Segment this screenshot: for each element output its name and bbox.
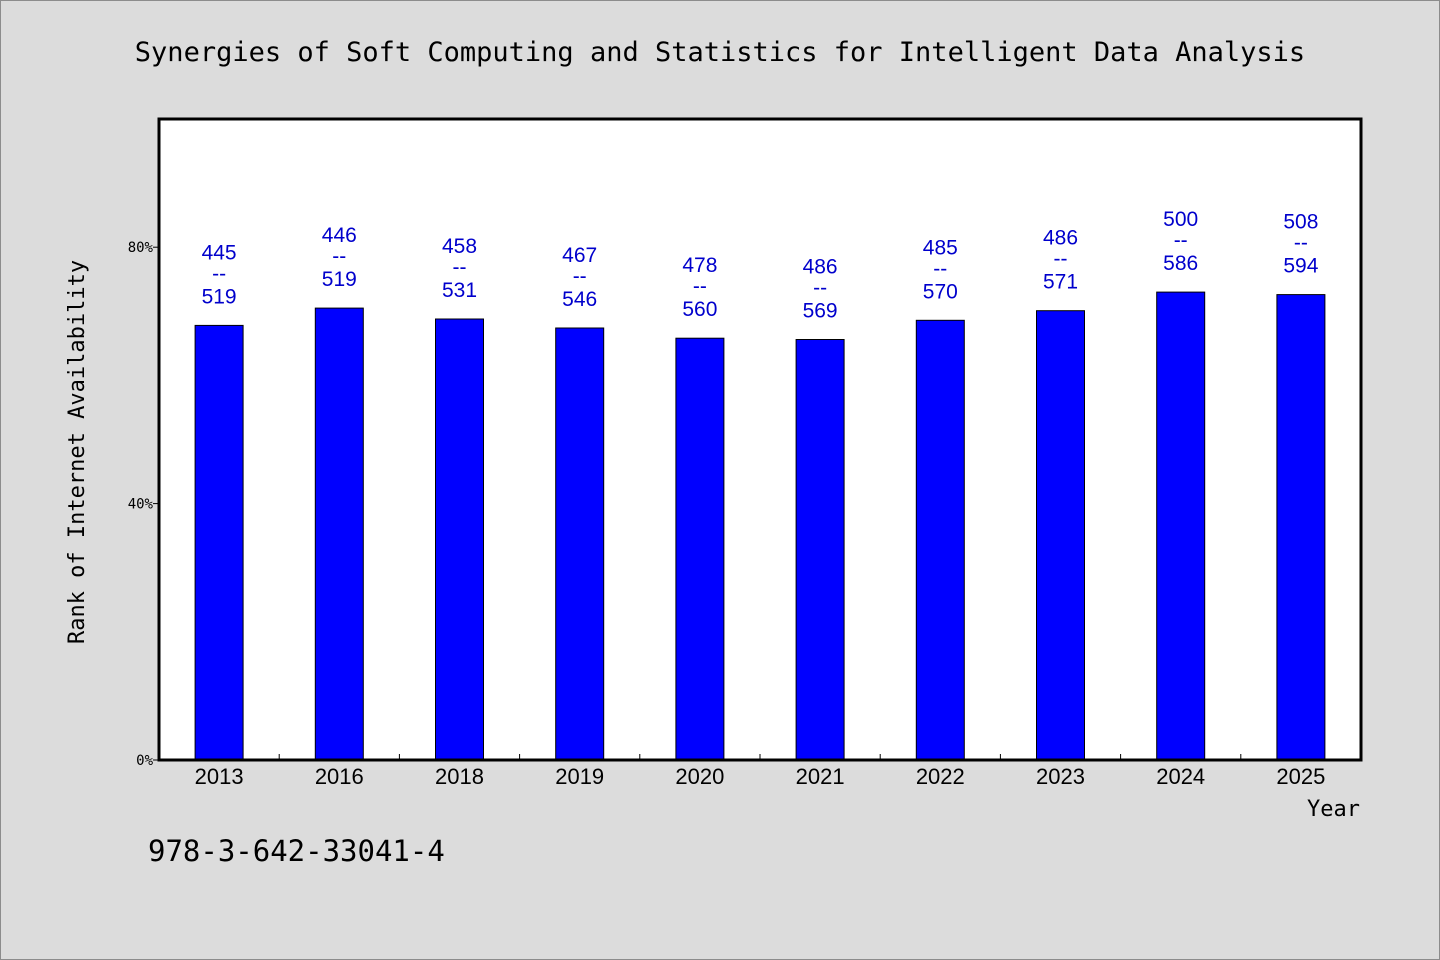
bar-label-rank: 467 <box>562 244 597 267</box>
bar <box>435 318 484 761</box>
bar-label-total: 570 <box>923 280 958 303</box>
bar <box>555 327 605 761</box>
bar-label-rank: 486 <box>803 256 838 279</box>
bar-label-separator: -- <box>1174 229 1188 252</box>
y-tick-label: 40% <box>128 497 154 513</box>
x-axis-ticks: 2013 2016 2018 2019 2020 2021 2022 2023 2024 2025 <box>195 754 1325 789</box>
x-axis-label: Year <box>1307 797 1360 822</box>
bar <box>675 337 725 761</box>
bar-label-separator: -- <box>573 265 587 288</box>
bar-label-total: 546 <box>562 288 597 311</box>
x-tick-label: 2025 <box>1276 764 1325 789</box>
y-tick-label: 0% <box>136 753 153 769</box>
chart-title: Synergies of Soft Computing and Statisti… <box>135 37 1305 68</box>
bar-label-total: 519 <box>322 268 357 291</box>
bar-label-rank: 500 <box>1163 208 1198 231</box>
bar-label-separator: -- <box>693 275 707 298</box>
bar <box>795 339 845 761</box>
y-tick-label: 80% <box>128 240 154 256</box>
bar-label-total: 571 <box>1043 271 1078 294</box>
bar <box>1036 310 1085 761</box>
bar-label-separator: -- <box>1294 232 1308 255</box>
bar <box>1156 291 1206 761</box>
x-tick-label: 2023 <box>1036 764 1085 789</box>
bar <box>314 307 364 761</box>
bar-label-rank: 478 <box>682 254 717 277</box>
x-tick-label: 2021 <box>796 764 845 789</box>
y-axis-ticks: 0% 40% 80% <box>128 240 159 769</box>
bar-label-total: 586 <box>1163 252 1198 275</box>
bar-label-rank: 445 <box>202 241 237 264</box>
bar <box>915 319 965 761</box>
bar-label-total: 569 <box>803 300 838 323</box>
bar-labels-group: 445--519446--519458--531467--546478--560… <box>202 208 1319 322</box>
bar-label-rank: 508 <box>1283 211 1318 234</box>
bar <box>1276 294 1326 761</box>
bar-label-rank: 446 <box>322 224 357 247</box>
bar-label-separator: -- <box>813 277 827 300</box>
isbn-text: 978-3-642-33041-4 <box>148 834 445 868</box>
bar-label-total: 594 <box>1283 255 1318 278</box>
bar-label-total: 519 <box>202 285 237 308</box>
bar-label-separator: -- <box>1054 248 1068 271</box>
x-tick-label: 2020 <box>675 764 724 789</box>
y-axis-label: Rank of Internet Availability <box>65 260 90 644</box>
x-tick-label: 2019 <box>555 764 604 789</box>
x-tick-label: 2024 <box>1156 764 1205 789</box>
bar-label-rank: 485 <box>923 236 958 259</box>
x-tick-label: 2013 <box>195 764 244 789</box>
x-tick-label: 2016 <box>315 764 364 789</box>
bar-label-separator: -- <box>332 245 346 268</box>
x-tick-label: 2018 <box>435 764 484 789</box>
bar-label-total: 531 <box>442 279 477 302</box>
bar-label-rank: 458 <box>442 235 477 258</box>
bar <box>194 324 244 761</box>
x-tick-label: 2022 <box>916 764 965 789</box>
bar-label-separator: -- <box>212 262 226 285</box>
bar-label-total: 560 <box>682 298 717 321</box>
bars-group <box>194 291 1326 761</box>
bar-label-separator: -- <box>453 256 467 279</box>
bar-label-rank: 486 <box>1043 227 1078 250</box>
bar-label-separator: -- <box>933 257 947 280</box>
